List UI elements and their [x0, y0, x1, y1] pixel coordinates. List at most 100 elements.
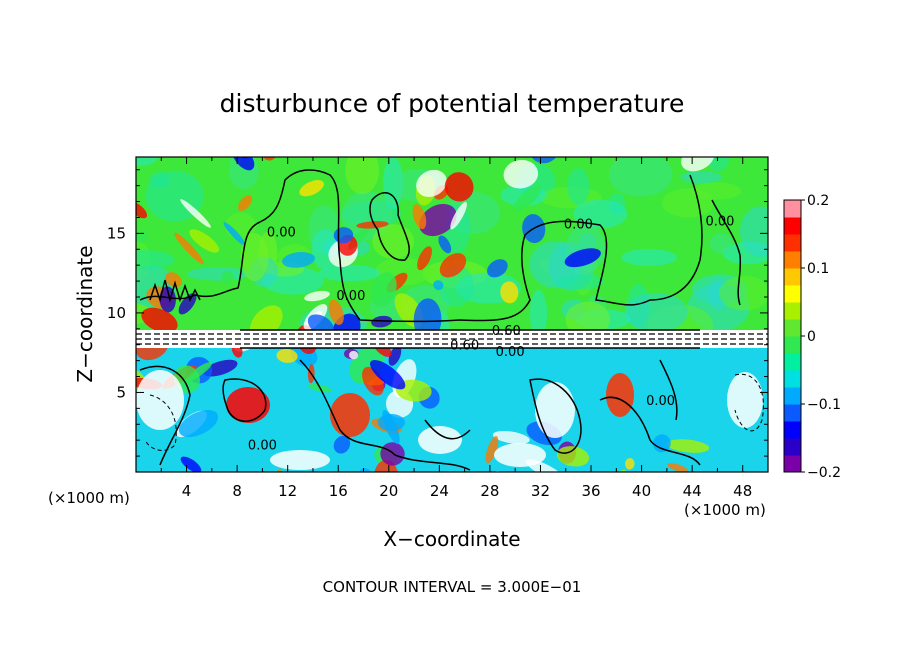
texture-swirl — [330, 393, 370, 437]
texture-blob — [304, 290, 330, 302]
texture-blob — [141, 307, 178, 333]
contour-line-upper — [139, 169, 703, 323]
contour-label: 0.00 — [248, 439, 277, 454]
texture-blob — [412, 204, 427, 230]
contour-line-lower-left — [139, 365, 267, 466]
texture-blob — [345, 157, 380, 195]
texture-blob — [419, 203, 457, 237]
y-axis-label: Z−coordinate — [73, 245, 97, 382]
texture-blob — [356, 221, 389, 229]
colorbar-segment — [784, 370, 801, 388]
texture-blob — [374, 459, 399, 472]
texture-blob — [405, 38, 429, 64]
contour-lines — [139, 169, 742, 471]
colorbar-segment — [784, 285, 801, 303]
contour-label: 0.00 — [267, 226, 296, 241]
x-tick-label: 32 — [531, 482, 550, 500]
texture-blob — [500, 281, 519, 304]
texture-blob — [136, 231, 148, 243]
texture-blob — [341, 191, 393, 240]
texture-blob — [444, 172, 474, 202]
texture-blob — [189, 229, 220, 253]
texture-blob — [525, 459, 566, 472]
texture-blob — [187, 267, 250, 281]
texture-blob — [653, 434, 671, 453]
chart-title: disturbunce of potential temperature — [220, 89, 685, 118]
y-tick-label: 5 — [116, 383, 126, 401]
contour-label: 0.60 — [450, 339, 479, 354]
contour-line-right — [711, 199, 742, 306]
contour-line-lower-right — [529, 359, 701, 466]
texture-blob — [375, 615, 382, 641]
texture-blob — [411, 49, 444, 91]
texture-blob — [556, 446, 590, 467]
texture-blob — [178, 293, 197, 315]
texture-blob — [719, 275, 768, 311]
texture-blob — [369, 359, 406, 390]
texture-blob — [592, 121, 617, 141]
texture-blob — [417, 246, 432, 271]
x-tick-label: 48 — [733, 482, 752, 500]
x-tick-label: 40 — [632, 482, 651, 500]
colorbar-tick-label: 0.2 — [807, 193, 829, 209]
texture-blob — [382, 410, 400, 445]
texture-blob — [439, 253, 467, 278]
y-axis-ticks: 5 10 15 — [107, 169, 768, 457]
colorbar-tick-label: 0 — [807, 329, 816, 345]
texture-blob — [453, 36, 490, 76]
texture-blob — [680, 171, 722, 184]
texture-swirl — [606, 373, 634, 417]
x-tick-label: 8 — [232, 482, 242, 500]
texture-blob — [391, 12, 408, 34]
colorbar-segment — [784, 387, 801, 405]
texture-blob — [667, 463, 688, 472]
texture-blob — [221, 271, 234, 283]
texture-blob — [574, 18, 594, 37]
texture-blob — [416, 169, 447, 197]
texture-blob — [328, 299, 344, 325]
texture-blob — [625, 458, 635, 470]
texture-blob — [174, 232, 204, 265]
contour-label: 0.00 — [564, 218, 593, 233]
colorbar-segment — [784, 200, 801, 218]
x-unit-label-left: (×1000 m) — [48, 489, 130, 507]
texture-blob — [240, 233, 269, 282]
texture-blob — [520, 620, 549, 650]
x-unit-label-right: (×1000 m) — [684, 501, 766, 519]
texture-blob — [499, 498, 538, 525]
contour-labels: 0.00 0.00 0.00 0.00 0.60 0.60 0.00 0.00 0.00 — [248, 214, 735, 453]
colorbar-segment — [784, 404, 801, 422]
colorbar-ticks: 0.2 0.1 0 −0.1 −0.2 — [801, 193, 841, 481]
plot-area — [136, 0, 768, 650]
tropopause-contours — [136, 329, 768, 349]
contour-label: 0.00 — [705, 214, 734, 229]
contour-line-left-cluster — [149, 279, 201, 303]
texture-blob — [341, 544, 369, 566]
texture-blob — [451, 122, 479, 158]
colorbar-segment — [784, 319, 801, 337]
colorbar — [784, 200, 801, 473]
texture-blob — [371, 272, 397, 307]
texture-blob — [307, 123, 326, 150]
texture-blob — [681, 157, 715, 172]
texture-blob — [709, 233, 733, 254]
x-tick-label: 24 — [430, 482, 449, 500]
colorbar-segment — [784, 438, 801, 456]
colorbar-segment — [784, 302, 801, 320]
texture-blob — [165, 272, 182, 288]
contour-line-lower-mid — [299, 359, 471, 471]
texture-blob — [549, 612, 580, 643]
texture-blob — [514, 184, 542, 212]
texture-blob — [573, 199, 628, 229]
contour-interval-footer: CONTOUR INTERVAL = 3.000E−01 — [323, 578, 582, 596]
x-axis-ticks: 4 8 12 16 20 24 28 32 36 40 44 48 — [160, 157, 752, 500]
texture-blob — [238, 195, 253, 211]
texture-blob — [383, 157, 404, 210]
texture-blob — [380, 442, 405, 466]
texture-blob — [624, 293, 688, 333]
colorbar-segment — [784, 268, 801, 286]
texture-blob — [430, 0, 455, 28]
contour-label: 0.00 — [336, 289, 365, 304]
texture-blob — [565, 301, 611, 338]
texture-blob — [136, 250, 175, 270]
